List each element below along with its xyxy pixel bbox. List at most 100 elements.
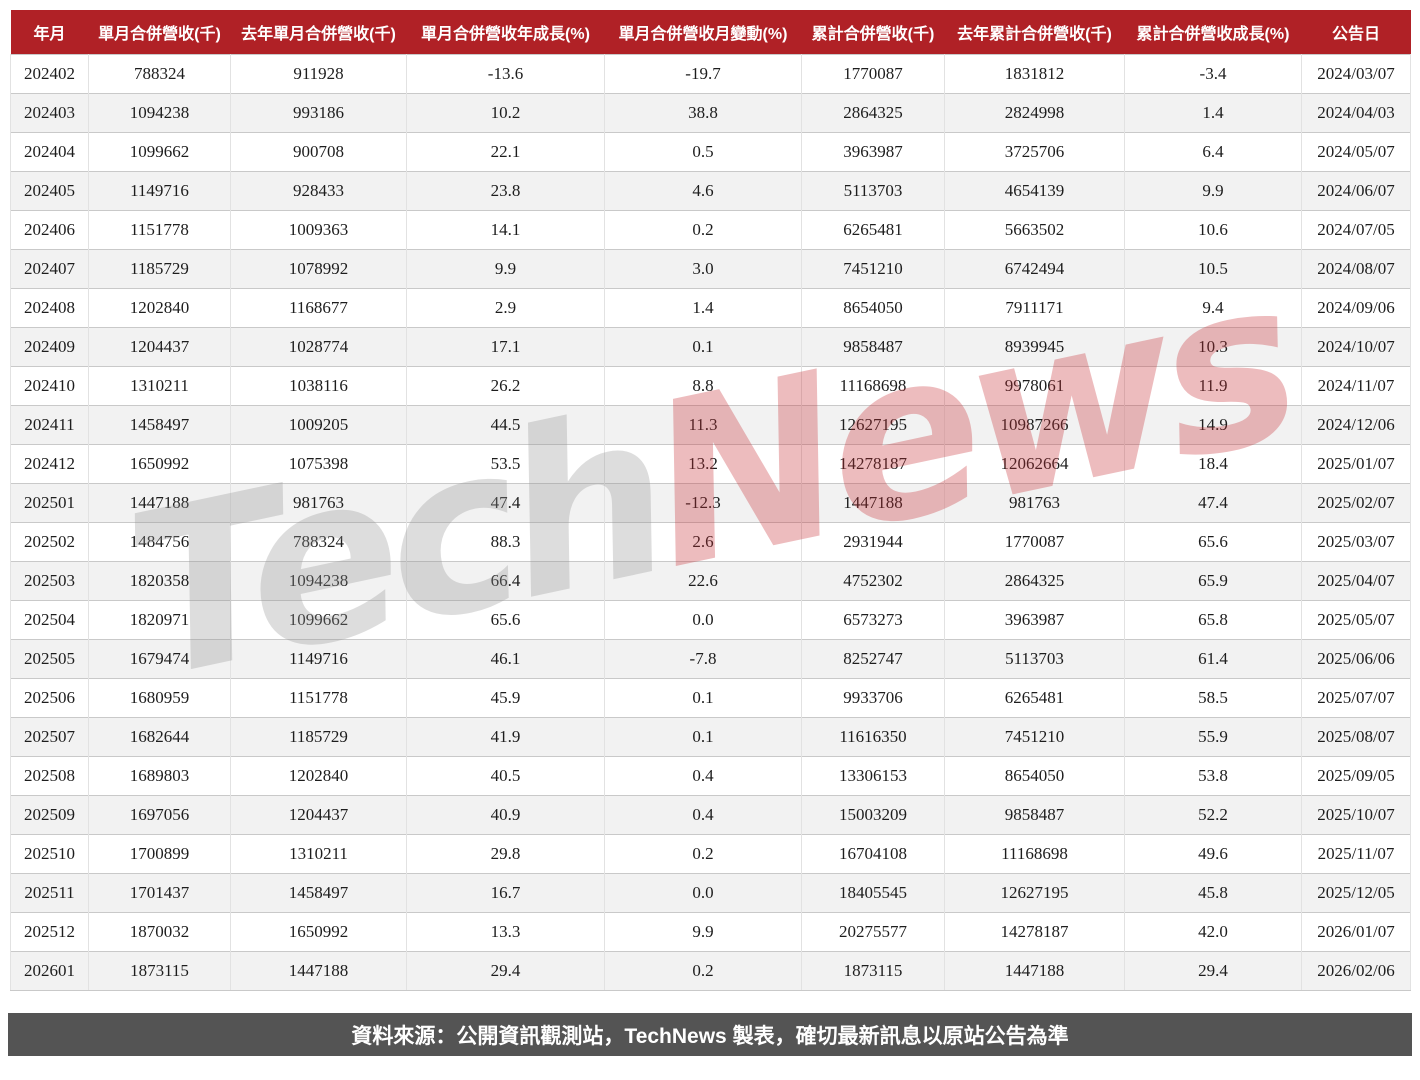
- table-cell: 1038116: [230, 365, 407, 405]
- table-cell: 7451210: [801, 248, 945, 288]
- table-cell: 13.2: [604, 443, 802, 483]
- table-cell: 66.4: [406, 560, 605, 600]
- table-cell: 9.9: [604, 911, 802, 951]
- table-row: 202410 1310211 1038116 26.2 8.8 11168698 99780…: [10, 365, 1411, 405]
- table-cell: 1700899: [88, 833, 231, 873]
- table-cell: 2024/04/03: [1301, 92, 1411, 132]
- table-cell: 900708: [230, 131, 407, 171]
- table-cell: 18.4: [1124, 443, 1302, 483]
- table-cell: 1650992: [230, 911, 407, 951]
- table-cell: 1009205: [230, 404, 407, 444]
- table-cell: 1149716: [230, 638, 407, 678]
- table-cell: 41.9: [406, 716, 605, 756]
- table-cell: 10.6: [1124, 209, 1302, 249]
- table-cell: 202410: [10, 365, 89, 405]
- table-cell: 1682644: [88, 716, 231, 756]
- table-cell: 1168677: [230, 287, 407, 327]
- table-cell: 46.1: [406, 638, 605, 678]
- table-cell: 2025/03/07: [1301, 521, 1411, 561]
- table-cell: 7451210: [944, 716, 1125, 756]
- table-cell: 7911171: [944, 287, 1125, 327]
- table-cell: 58.5: [1124, 677, 1302, 717]
- table-cell: 1094238: [88, 92, 231, 132]
- table-cell: -3.4: [1124, 53, 1302, 93]
- table-cell: 10987266: [944, 404, 1125, 444]
- table-cell: 1697056: [88, 794, 231, 834]
- table-cell: 2025/01/07: [1301, 443, 1411, 483]
- table-cell: 11616350: [801, 716, 945, 756]
- source-footer-bar: 資料來源：公開資訊觀測站，TechNews 製表，確切最新訊息以原站公告為準: [8, 1013, 1412, 1056]
- table-cell: 981763: [230, 482, 407, 522]
- table-cell: 788324: [230, 521, 407, 561]
- table-row: 202404 1099662 900708 22.1 0.5 3963987 3725706…: [10, 131, 1411, 171]
- table-cell: 1484756: [88, 521, 231, 561]
- table-cell: 0.2: [604, 950, 802, 991]
- table-cell: 29.4: [1124, 950, 1302, 991]
- table-cell: 1770087: [944, 521, 1125, 561]
- table-cell: 14278187: [801, 443, 945, 483]
- table-cell: 2024/11/07: [1301, 365, 1411, 405]
- table-cell: 15003209: [801, 794, 945, 834]
- table-cell: 202510: [10, 833, 89, 873]
- table-cell: 0.1: [604, 677, 802, 717]
- table-cell: -13.6: [406, 53, 605, 93]
- table-cell: 1204437: [88, 326, 231, 366]
- table-cell: 12062664: [944, 443, 1125, 483]
- table-row: 202504 1820971 1099662 65.6 0.0 6573273 396398…: [10, 599, 1411, 639]
- table-cell: 26.2: [406, 365, 605, 405]
- table-cell: 2026/01/07: [1301, 911, 1411, 951]
- table-cell: 22.1: [406, 131, 605, 171]
- column-header: 去年單月合併營收(千): [230, 10, 407, 54]
- table-cell: 1770087: [801, 53, 945, 93]
- table-cell: 202405: [10, 170, 89, 210]
- table-cell: 6742494: [944, 248, 1125, 288]
- table-cell: 55.9: [1124, 716, 1302, 756]
- table-cell: 16.7: [406, 872, 605, 912]
- table-cell: 2024/06/07: [1301, 170, 1411, 210]
- table-cell: 18405545: [801, 872, 945, 912]
- table-row: 202502 1484756 788324 88.3 2.6 2931944 1770087…: [10, 521, 1411, 561]
- table-cell: 49.6: [1124, 833, 1302, 873]
- table-cell: 8654050: [944, 755, 1125, 795]
- table-cell: 1310211: [230, 833, 407, 873]
- table-cell: 928433: [230, 170, 407, 210]
- table-cell: 0.0: [604, 872, 802, 912]
- table-cell: 88.3: [406, 521, 605, 561]
- table-cell: 202409: [10, 326, 89, 366]
- table-cell: 1202840: [88, 287, 231, 327]
- table-cell: 0.4: [604, 755, 802, 795]
- table-cell: 45.8: [1124, 872, 1302, 912]
- column-header: 單月合併營收月變動(%): [604, 10, 802, 54]
- table-cell: 1075398: [230, 443, 407, 483]
- table-cell: 6265481: [944, 677, 1125, 717]
- table-cell: 10.3: [1124, 326, 1302, 366]
- table-cell: 9.9: [406, 248, 605, 288]
- column-header: 年月: [10, 10, 89, 54]
- table-cell: 2024/10/07: [1301, 326, 1411, 366]
- table-cell: 9978061: [944, 365, 1125, 405]
- table-cell: 2025/11/07: [1301, 833, 1411, 873]
- table-cell: 65.6: [1124, 521, 1302, 561]
- source-footer-text: 資料來源：公開資訊觀測站，TechNews 製表，確切最新訊息以原站公告為準: [351, 1024, 1069, 1048]
- table-cell: 2025/10/07: [1301, 794, 1411, 834]
- table-cell: 1149716: [88, 170, 231, 210]
- table-cell: 4752302: [801, 560, 945, 600]
- table-cell: 202402: [10, 53, 89, 93]
- table-cell: 2864325: [944, 560, 1125, 600]
- table-cell: 5113703: [944, 638, 1125, 678]
- table-cell: 11.3: [604, 404, 802, 444]
- table-cell: 1447188: [88, 482, 231, 522]
- table-cell: 9.9: [1124, 170, 1302, 210]
- table-cell: 1870032: [88, 911, 231, 951]
- table-cell: 1185729: [230, 716, 407, 756]
- table-cell: 0.2: [604, 833, 802, 873]
- table-cell: 1458497: [88, 404, 231, 444]
- table-cell: 1680959: [88, 677, 231, 717]
- table-body: 202402 788324 911928 -13.6 -19.7 1770087 18318…: [10, 53, 1411, 991]
- table-cell: 1.4: [604, 287, 802, 327]
- table-cell: 2025/07/07: [1301, 677, 1411, 717]
- table-cell: 5663502: [944, 209, 1125, 249]
- table-cell: 202406: [10, 209, 89, 249]
- table-cell: 29.8: [406, 833, 605, 873]
- table-cell: 2024/07/05: [1301, 209, 1411, 249]
